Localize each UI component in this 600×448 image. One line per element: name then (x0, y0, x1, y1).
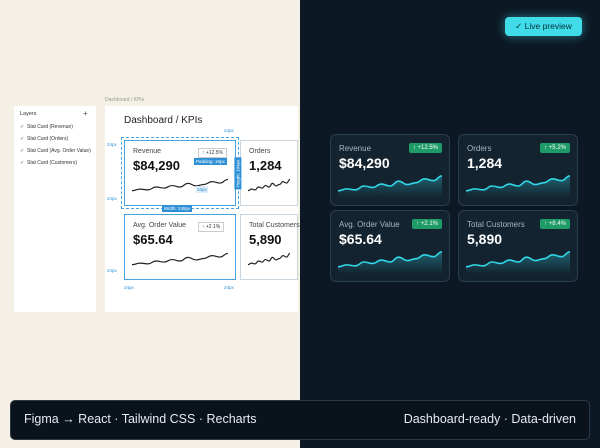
card-value: $65.64 (133, 232, 173, 247)
card-label: Revenue (339, 144, 372, 153)
layer-check: ✓ (20, 124, 25, 130)
card-label: Avg. Order Value (133, 222, 187, 229)
layers-add[interactable]: + (83, 109, 88, 118)
sparkline-line (338, 175, 442, 192)
breadcrumb: Dashboard / KPIs (105, 97, 145, 103)
live-preview-button[interactable]: ✓ Live preview (505, 17, 582, 36)
footer-left: Figma → React · Tailwind CSS · Recharts (24, 412, 257, 426)
canvas-title: Dashboard / KPIs (124, 115, 203, 126)
card-change: ↑ +5.2% (540, 143, 570, 153)
layer-check: ✓ (20, 148, 25, 154)
layer-check: ✓ (20, 160, 25, 166)
sparkline-area (338, 175, 442, 198)
layer-item[interactable]: Stat Card (Avg. Order Value) (27, 148, 91, 154)
card-label: Orders (249, 148, 271, 155)
card-value: $84,290 (133, 158, 180, 173)
design-card (240, 214, 298, 280)
layer-item[interactable]: Stat Card (Revenue) (27, 124, 73, 130)
inner-label: 16px (196, 186, 208, 193)
sparkline-line (132, 178, 228, 192)
card-value: $65.64 (339, 231, 382, 247)
card-label: Total Customers (467, 220, 525, 229)
sparkline-area (338, 251, 442, 274)
canvas-frame (105, 106, 298, 312)
sparkline (248, 178, 290, 192)
design-card (124, 214, 236, 280)
spacing-label: 24px (107, 268, 117, 273)
sparkline (132, 178, 228, 192)
spacing-label: 24px (124, 285, 134, 290)
card-change: ↑ +2.1% (412, 219, 442, 229)
card-value: 5,890 (467, 231, 503, 247)
spacing-label: 24px (224, 128, 234, 133)
height-label: Height: 104px (234, 157, 242, 190)
button-label: Live preview (524, 21, 572, 31)
sparkline (248, 252, 290, 266)
spacing-label: 24px (107, 196, 117, 201)
layers-panel (14, 106, 96, 312)
spacing-label: 24px (107, 142, 117, 147)
card-change: ↑ +2.1% (198, 222, 225, 232)
sparkline-line (132, 252, 228, 266)
card-label: Revenue (133, 148, 162, 155)
card-label: Avg. Order Value (339, 220, 400, 229)
card-value: 1,284 (467, 155, 503, 171)
layers-title: Layers (20, 111, 37, 117)
sparkline (132, 252, 228, 266)
card-value: 1,284 (249, 158, 282, 173)
layer-item[interactable]: Stat Card (Orders) (27, 136, 69, 142)
width-label: Width: 248px (162, 205, 193, 212)
card-label: Total Customers (249, 222, 300, 229)
sparkline (338, 175, 442, 198)
spacing-label: 24px (224, 285, 234, 290)
card-change: ↑ +12.5% (408, 143, 442, 153)
sparkline-area (466, 251, 570, 274)
sparkline (466, 175, 570, 198)
card-value: $84,290 (339, 155, 390, 171)
sparkline-line (466, 175, 570, 192)
sparkline-line (248, 178, 290, 192)
sparkline (338, 251, 442, 274)
sparkline (466, 251, 570, 274)
sparkline-line (338, 251, 442, 268)
card-value: 5,890 (249, 232, 282, 247)
footer-right: Dashboard-ready · Data-driven (403, 412, 576, 426)
card-change: ↑ +8.4% (540, 219, 570, 229)
card-label: Orders (467, 144, 492, 153)
layer-check: ✓ (20, 136, 25, 142)
footer-bar (10, 400, 590, 440)
card-change: ↑ +12.5% (198, 148, 227, 158)
sparkline-line (248, 252, 290, 266)
padding-label: Padding: 16px (194, 158, 227, 165)
sparkline-line (466, 251, 570, 268)
sparkline-area (466, 175, 570, 198)
design-card (240, 140, 298, 206)
layer-item[interactable]: Stat Card (Customers) (27, 160, 78, 166)
